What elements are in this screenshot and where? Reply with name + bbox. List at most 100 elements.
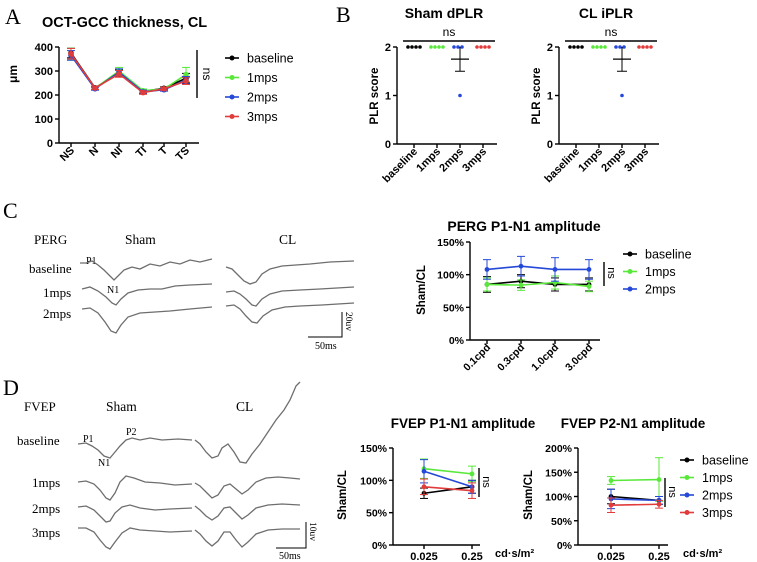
fvep-row-3mps: 3mps	[32, 525, 60, 540]
chart-a-xtick-label: N	[87, 145, 101, 159]
chart-b2-dot-3mps	[637, 45, 641, 49]
chart-b2-title: CL iPLR	[579, 5, 633, 21]
fvep-sham-2mps-trace	[77, 504, 193, 523]
chart-b2-ytick-label: 0	[547, 139, 553, 151]
chart-a-ytick-label: 300	[35, 66, 53, 78]
chart-a-xtick-label: TS	[174, 145, 192, 163]
chart-d1-line-3mps	[423, 486, 473, 492]
chart-b2-dot-1mps	[595, 45, 599, 49]
chart-b2-ytick-label: 2	[547, 42, 553, 54]
chart-a-legend-marker-baseline	[229, 55, 235, 61]
chart-b2-xtick-label: 3mps	[622, 146, 651, 175]
fvep-row-2mps: 2mps	[32, 501, 60, 516]
chart-a: OCT-GCC thickness, CL μm 0 100 200 300 400 NS…	[6, 15, 294, 164]
chart-a-title: OCT-GCC thickness, CL	[42, 15, 207, 31]
chart-a-xtick-label: TI	[134, 145, 149, 160]
chart-c-ytick-label: 150%	[437, 237, 465, 249]
chart-b2-dot-baseline	[572, 45, 576, 49]
chart-b1-xtick-label: 1mps	[414, 146, 443, 175]
chart-b2-dot-1mps	[591, 45, 595, 49]
chart-d2-ytick-label: 150%	[545, 467, 573, 479]
chart-a-line-1mps	[70, 53, 187, 92]
fvep-row-baseline: baseline	[17, 433, 60, 448]
chart-c-legend-marker-baseline	[627, 251, 633, 257]
chart-a-point-1mps	[183, 71, 189, 78]
fvep-sham-label: Sham	[106, 399, 137, 414]
chart-b1-title: Sham dPLR	[405, 5, 484, 21]
chart-b1-ytick-label: 1	[385, 91, 391, 103]
chart-b2-ytick-label: 1	[547, 91, 553, 103]
perg-sham-label: Sham	[125, 232, 156, 247]
perg-scale-bar	[308, 312, 343, 338]
fvep-p1-label: P1	[83, 434, 94, 445]
perg-traces: PERG Sham CL baseline 1mps 2mps P1 N1 20…	[29, 232, 355, 352]
chart-b1-ytick-label: 2	[385, 42, 391, 54]
chart-d1-ytick-label: 100%	[360, 475, 388, 487]
chart-b-sham: Sham dPLR PLR score 012baseline1mps2mps3…	[369, 5, 497, 185]
chart-c-point-2mps	[586, 267, 592, 272]
chart-d-legend-label-1mps: 1mps	[702, 471, 733, 485]
chart-b1-dot-2mps	[460, 45, 464, 49]
chart-b2-ns: ns	[605, 25, 618, 39]
perg-scale-t: 50ms	[315, 341, 337, 352]
chart-d2-ns: ns	[666, 486, 678, 498]
chart-b2-ylabel: PLR score	[531, 68, 543, 125]
chart-b1-dot-3mps	[487, 45, 491, 49]
chart-a-xtick-label: NS	[58, 145, 77, 164]
chart-d1-xlabel: cd·s/m²	[495, 548, 534, 560]
perg-scale-v: 20uv	[343, 312, 353, 331]
chart-c-title: PERG P1-N1 amplitude	[447, 218, 600, 234]
chart-d1-point-2mps	[421, 468, 427, 474]
chart-d1-point-1mps	[469, 471, 475, 477]
chart-a-ns: ns	[200, 68, 214, 81]
chart-d2-point-1mps	[656, 477, 662, 482]
chart-d1-line-1mps	[423, 467, 473, 475]
chart-d2-ylabel: Sham/CL	[523, 470, 535, 520]
chart-c-legend-label-baseline: baseline	[645, 248, 692, 262]
chart-b2-dot-baseline	[576, 45, 580, 49]
fvep-label: FVEP	[24, 399, 56, 414]
chart-a-ytick-label: 200	[35, 90, 53, 102]
perg-cl-baseline-trace	[225, 260, 355, 285]
chart-d2-line-3mps	[610, 503, 660, 507]
chart-b1-dot-3mps	[483, 45, 487, 49]
fvep-scale-bar	[276, 522, 307, 549]
chart-d-legend-label-2mps: 2mps	[702, 489, 733, 503]
chart-d-legend-marker-1mps	[684, 475, 690, 480]
chart-a-point-3mps	[116, 71, 122, 77]
chart-a-point-3mps	[183, 78, 189, 84]
chart-b1-xtick-label: 3mps	[460, 146, 489, 175]
perg-row-1mps: 1mps	[43, 285, 71, 300]
perg-sham-1mps-trace	[81, 283, 213, 306]
chart-c-legend-label-2mps: 2mps	[645, 283, 676, 297]
chart-a-legend-label-2mps: 2mps	[247, 91, 278, 105]
chart-b2-dot-1mps	[603, 45, 607, 49]
chart-b2-dot-2mps	[614, 45, 618, 49]
chart-d2-point-3mps	[608, 502, 614, 508]
perg-cl-1mps-trace	[225, 286, 355, 307]
chart-b2-dot-baseline	[568, 45, 572, 49]
chart-d1-xtick-label: 0.025	[410, 551, 438, 562]
fvep-n1-label: N1	[98, 458, 110, 469]
chart-b2-xtick-label: 1mps	[576, 146, 605, 175]
chart-b1-dot-baseline	[406, 45, 410, 49]
chart-b2-dot-3mps	[649, 45, 653, 49]
chart-b2-dot-baseline	[580, 45, 584, 49]
chart-d2-line-2mps	[610, 498, 660, 502]
chart-d2-xtick-label: 0.025	[597, 551, 625, 562]
chart-d2: FVEP P2-N1 amplitude Sham/CL 0% 50% 100% 15…	[523, 416, 749, 562]
chart-d1-point-3mps	[421, 484, 427, 490]
chart-c-ylabel: Sham/CL	[416, 265, 428, 315]
chart-b1-dot-3mps	[479, 45, 483, 49]
panel-label-c: C	[3, 198, 18, 223]
chart-d1-ytick-label: 0%	[372, 540, 388, 552]
chart-b1-ytick-label: 0	[385, 139, 391, 151]
chart-d2-xtick-label: 0.25	[648, 551, 669, 562]
chart-a-line-3mps	[70, 53, 187, 94]
panel-label-a: A	[5, 4, 21, 29]
chart-d-legend-marker-2mps	[684, 492, 690, 498]
chart-c-legend-marker-2mps	[627, 286, 633, 292]
perg-label: PERG	[34, 232, 67, 247]
chart-c-ytick-label: 0%	[449, 335, 465, 347]
chart-d-legend-marker-baseline	[684, 457, 690, 463]
